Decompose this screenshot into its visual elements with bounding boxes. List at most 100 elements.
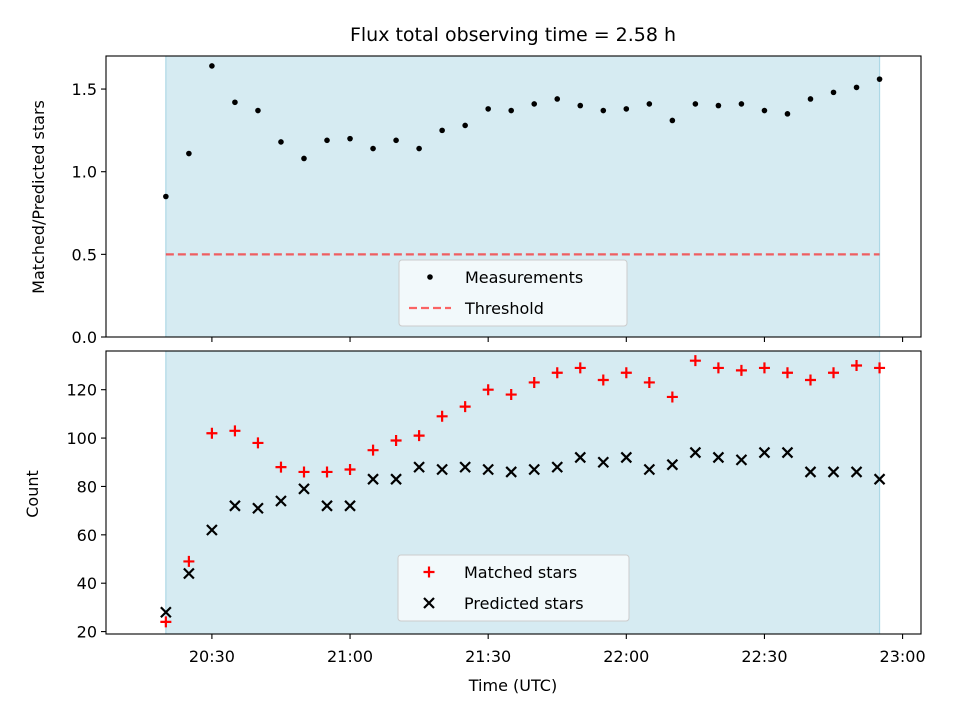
predicted-star-point	[321, 500, 333, 512]
measurement-point	[232, 99, 238, 106]
measurement-point	[439, 127, 445, 134]
measurement-point	[324, 137, 330, 144]
x-axis-label: Time (UTC)	[468, 676, 557, 695]
bottom-y-tick-label: 60	[77, 526, 97, 545]
measurement-point	[278, 139, 284, 145]
x-tick-label: 22:30	[741, 647, 787, 666]
measurement-point	[485, 106, 491, 112]
top-axes-frame	[105, 55, 922, 338]
legend-measurement-marker	[427, 274, 433, 280]
predicted-star-point	[459, 461, 471, 473]
predicted-star-point	[252, 502, 264, 514]
x-tick-label: 20:30	[189, 647, 235, 666]
matched-star-point	[160, 616, 172, 628]
measurement-point	[255, 107, 261, 114]
matched-star-point	[206, 427, 218, 439]
legend-matched-marker	[423, 566, 435, 578]
predicted-star-point	[827, 466, 840, 478]
legend-label: Measurements	[465, 268, 583, 287]
matched-star-point	[851, 360, 863, 372]
predicted-star-point	[597, 456, 610, 469]
matched-star-point	[505, 389, 517, 401]
measurement-point	[715, 102, 722, 109]
measurement-point	[692, 101, 699, 107]
measurement-point	[508, 107, 514, 114]
matched-star-point	[275, 461, 287, 473]
x-tick-label: 22:00	[603, 647, 649, 666]
matched-star-point	[643, 376, 655, 388]
matched-star-point	[874, 362, 886, 374]
matched-star-point	[436, 410, 448, 422]
matched-star-point	[344, 464, 356, 476]
bottom-legend: Matched stars Predicted stars	[397, 554, 630, 622]
predicted-star-point	[367, 473, 379, 485]
measurement-point	[876, 76, 883, 82]
predicted-star-point	[482, 463, 494, 476]
bottom-y-tick-label: 120	[66, 381, 97, 400]
bottom-y-axis-label: Count	[23, 470, 42, 518]
x-tick-label: 21:30	[465, 647, 511, 666]
top-legend-box	[398, 259, 628, 327]
measurement-point	[623, 106, 630, 112]
top-y-axis-label: Matched/Predicted stars	[29, 100, 48, 294]
predicted-star-point	[666, 458, 679, 471]
bottom-y-tick-label: 20	[77, 623, 97, 642]
bottom-y-tick-label: 80	[77, 477, 97, 496]
top-legend: Measurements Threshold	[398, 259, 628, 327]
x-tick-label: 23:00	[880, 647, 926, 666]
legend-label: Threshold	[464, 299, 544, 318]
measurement-point	[669, 117, 676, 124]
predicted-star-point	[390, 473, 402, 485]
matched-star-point	[597, 374, 609, 386]
matched-star-point	[828, 367, 840, 379]
predicted-star-point	[275, 495, 287, 507]
top-y-tick-label: 0.5	[72, 245, 97, 264]
measurement-point	[186, 150, 192, 157]
predicted-star-point	[206, 524, 218, 536]
matched-star-point	[528, 376, 540, 388]
predicted-star-point	[229, 500, 241, 512]
matched-star-point	[183, 555, 195, 567]
measurement-point	[347, 135, 353, 142]
legend-label: Matched stars	[464, 563, 577, 582]
bottom-y-tick-label: 100	[66, 429, 97, 448]
legend-predicted-marker	[423, 597, 435, 609]
measurement-point	[853, 84, 860, 91]
measurement-point	[830, 89, 837, 96]
bottom-y-tick-label: 40	[77, 574, 97, 593]
matched-star-point	[781, 367, 793, 379]
bottom-legend-box	[397, 554, 630, 622]
predicted-star-point	[620, 451, 633, 464]
matched-star-point	[367, 444, 379, 456]
matched-star-point	[712, 362, 724, 374]
predicted-star-point	[413, 461, 425, 473]
measurement-point	[577, 102, 584, 109]
matched-star-point	[252, 437, 264, 449]
top-y-tick-label: 1.0	[72, 163, 97, 182]
predicted-star-point	[643, 463, 656, 476]
matched-star-point	[666, 391, 678, 403]
predicted-star-point	[183, 567, 195, 580]
measurement-point	[209, 63, 215, 69]
predicted-star-point	[850, 466, 863, 478]
matched-star-point	[804, 374, 816, 386]
measurement-point	[416, 145, 422, 152]
matched-star-point	[298, 466, 310, 478]
predicted-star-point	[528, 463, 540, 476]
chart-title: Flux total observing time = 2.58 h	[350, 24, 676, 46]
predicted-star-point	[505, 466, 517, 478]
predicted-star-point	[160, 606, 172, 619]
measurement-point	[761, 107, 768, 114]
matched-star-point	[620, 367, 632, 379]
predicted-star-point	[298, 483, 310, 495]
measurement-point	[163, 193, 169, 200]
predicted-star-point	[712, 451, 725, 464]
matched-star-point	[229, 425, 241, 437]
predicted-star-point	[344, 500, 356, 512]
matched-star-point	[390, 434, 402, 446]
matched-star-point	[758, 362, 770, 374]
matched-star-point	[482, 384, 494, 396]
matched-star-point	[413, 430, 425, 442]
